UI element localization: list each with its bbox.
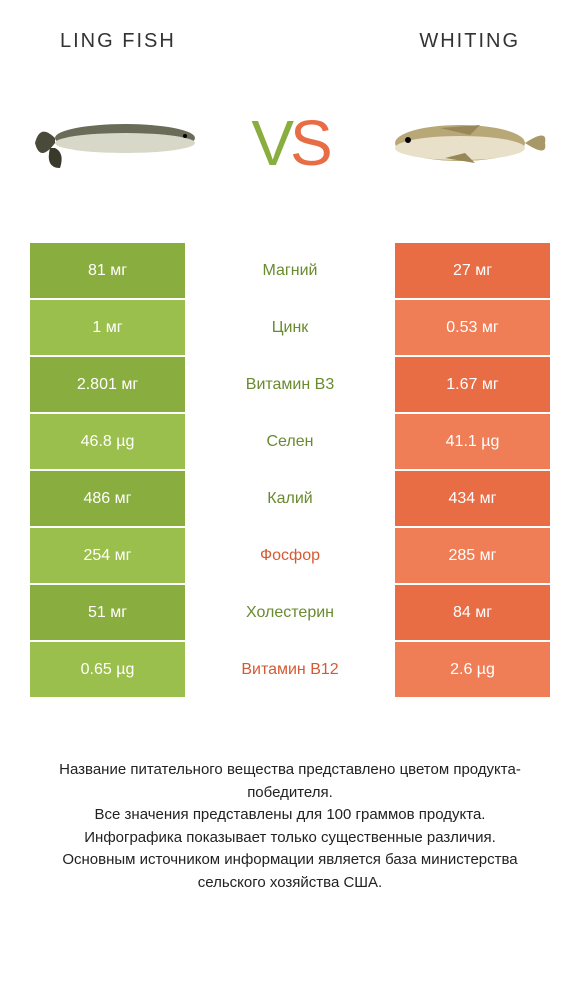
comparison-table: 81 мгМагний27 мг1 мгЦинк0.53 мг2.801 мгВ…: [0, 243, 580, 697]
value-right: 41.1 µg: [395, 414, 550, 469]
table-row: 254 мгФосфор285 мг: [30, 528, 550, 583]
images-row: VS: [0, 63, 580, 243]
value-left: 1 мг: [30, 300, 185, 355]
vs-s: S: [290, 107, 329, 179]
value-right: 84 мг: [395, 585, 550, 640]
footer-line: Инфографика показывает только существенн…: [30, 827, 550, 850]
table-row: 81 мгМагний27 мг: [30, 243, 550, 298]
whiting-image: [370, 93, 550, 193]
table-row: 1 мгЦинк0.53 мг: [30, 300, 550, 355]
footer-line: Все значения представлены для 100 граммо…: [30, 804, 550, 827]
value-right: 285 мг: [395, 528, 550, 583]
value-left: 2.801 мг: [30, 357, 185, 412]
value-right: 27 мг: [395, 243, 550, 298]
value-right: 434 мг: [395, 471, 550, 526]
table-row: 51 мгХолестерин84 мг: [30, 585, 550, 640]
nutrient-label: Магний: [185, 243, 395, 298]
value-left: 46.8 µg: [30, 414, 185, 469]
header: LING FISH WHITING: [0, 0, 580, 63]
table-row: 0.65 µgВитамин B122.6 µg: [30, 642, 550, 697]
vs-label: VS: [251, 106, 328, 180]
value-left: 254 мг: [30, 528, 185, 583]
title-left: LING FISH: [60, 30, 176, 53]
nutrient-label: Фосфор: [185, 528, 395, 583]
nutrient-label: Селен: [185, 414, 395, 469]
table-row: 46.8 µgСелен41.1 µg: [30, 414, 550, 469]
table-row: 486 мгКалий434 мг: [30, 471, 550, 526]
nutrient-label: Витамин B12: [185, 642, 395, 697]
value-left: 51 мг: [30, 585, 185, 640]
footer-notes: Название питательного вещества представл…: [0, 699, 580, 894]
nutrient-label: Холестерин: [185, 585, 395, 640]
ling-fish-image: [30, 93, 210, 193]
title-right: WHITING: [419, 30, 520, 53]
nutrient-label: Витамин B3: [185, 357, 395, 412]
vs-v: V: [251, 107, 290, 179]
value-left: 486 мг: [30, 471, 185, 526]
value-right: 0.53 мг: [395, 300, 550, 355]
value-right: 1.67 мг: [395, 357, 550, 412]
nutrient-label: Цинк: [185, 300, 395, 355]
value-left: 81 мг: [30, 243, 185, 298]
value-right: 2.6 µg: [395, 642, 550, 697]
nutrient-label: Калий: [185, 471, 395, 526]
footer-line: Основным источником информации является …: [30, 849, 550, 894]
table-row: 2.801 мгВитамин B31.67 мг: [30, 357, 550, 412]
footer-line: Название питательного вещества представл…: [30, 759, 550, 804]
value-left: 0.65 µg: [30, 642, 185, 697]
